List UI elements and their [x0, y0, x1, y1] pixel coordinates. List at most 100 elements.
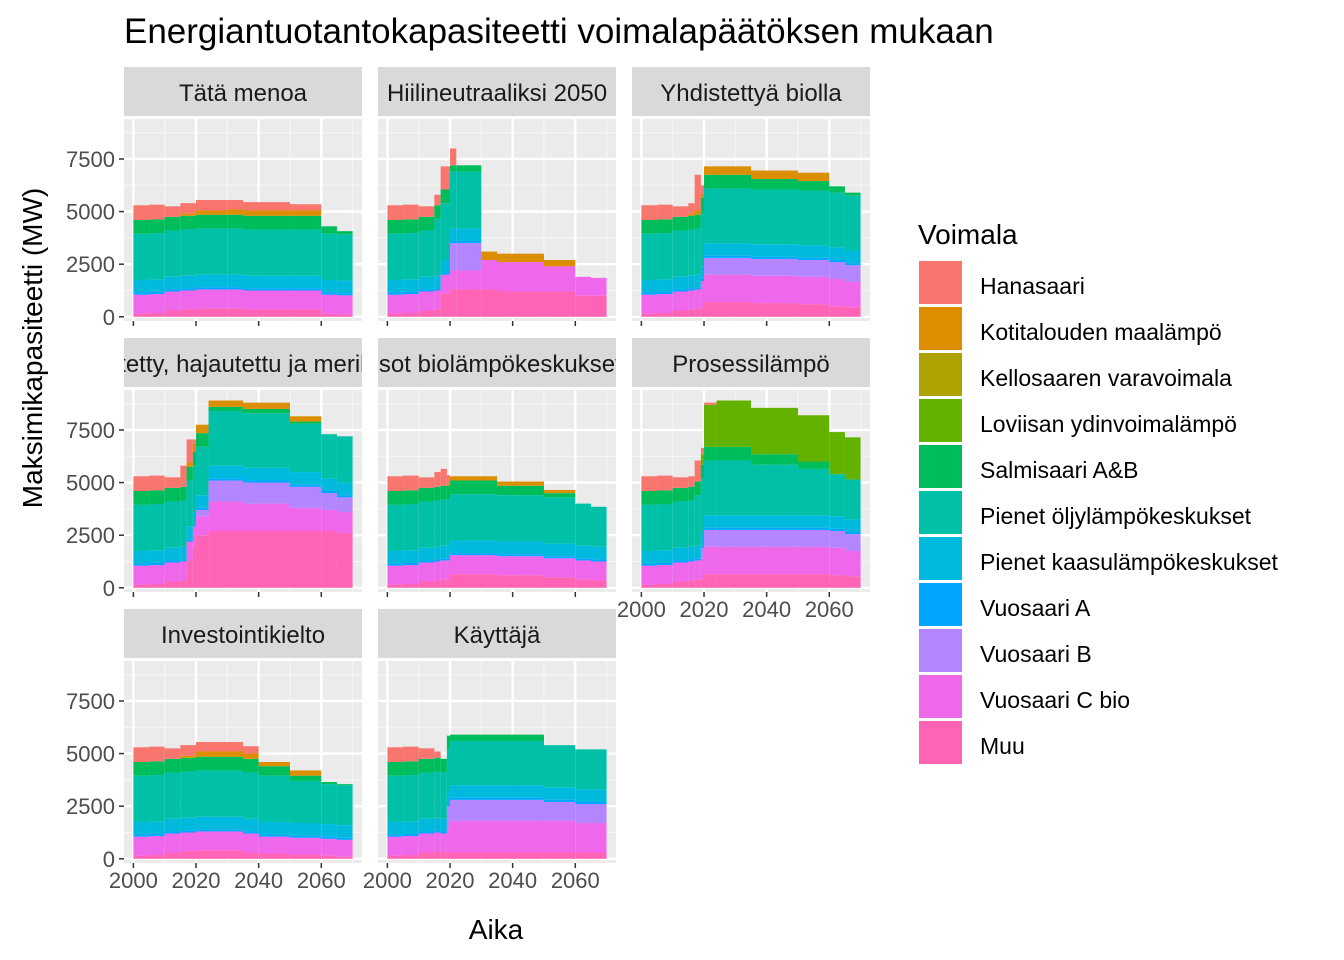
- area-segment: [336, 512, 353, 534]
- area-segment: [450, 799, 544, 821]
- area-segment: [700, 211, 705, 267]
- area-segment: [434, 559, 441, 562]
- area-segment: [700, 464, 705, 479]
- area-segment: [196, 816, 243, 830]
- area-segment: [403, 584, 419, 588]
- area-segment: [543, 259, 576, 267]
- area-segment: [208, 478, 243, 481]
- area-segment: [672, 477, 689, 488]
- area-segment: [641, 220, 658, 234]
- area-segment: [446, 499, 451, 546]
- area-segment: [149, 855, 165, 859]
- area-segment: [196, 535, 209, 588]
- area-segment: [700, 308, 705, 317]
- area-segment: [440, 485, 447, 500]
- area-segment: [227, 308, 243, 317]
- area-segment: [149, 550, 165, 563]
- area-segment: [387, 279, 404, 293]
- area-segment: [387, 294, 404, 314]
- area-segment: [192, 524, 197, 527]
- area-segment: [418, 831, 435, 834]
- chart-title: Energiantuotantokapasiteetti voimalapäät…: [124, 12, 994, 51]
- area-segment: [418, 748, 435, 759]
- area-segment: [289, 780, 322, 824]
- area-segment: [180, 288, 197, 291]
- area-segment: [844, 479, 861, 520]
- facet-title: Tätä menoa: [179, 80, 308, 107]
- area-segment: [208, 411, 243, 466]
- area-segment: [227, 274, 243, 288]
- area-segment: [196, 424, 209, 434]
- area-segment: [164, 477, 181, 488]
- area-segment: [418, 487, 435, 502]
- area-segment: [164, 487, 181, 502]
- x-tick-label: 2020: [172, 868, 221, 893]
- area-segment: [149, 294, 165, 314]
- x-tick-label: 2000: [109, 868, 158, 893]
- area-segment: [243, 831, 259, 834]
- legend-label: Loviisan ydinvoimalämpö: [980, 411, 1237, 437]
- area-segment: [688, 476, 695, 487]
- x-tick-label: 2040: [742, 597, 791, 622]
- area-segment: [321, 233, 337, 280]
- area-segment: [387, 476, 404, 491]
- area-segment: [321, 313, 337, 317]
- area-segment: [196, 742, 243, 752]
- area-segment: [844, 576, 861, 588]
- area-segment: [336, 785, 353, 826]
- area-segment: [688, 215, 695, 230]
- area-segment: [133, 220, 150, 234]
- area-segment: [797, 257, 830, 260]
- area-segment: [672, 562, 689, 582]
- area-segment: [440, 259, 451, 273]
- area-segment: [180, 500, 187, 547]
- area-segment: [657, 219, 673, 234]
- area-segment: [403, 761, 419, 776]
- area-segment: [336, 482, 353, 496]
- area-segment: [321, 493, 337, 510]
- y-tick-label: 7500: [66, 147, 115, 172]
- area-segment: [751, 256, 798, 259]
- area-segment: [844, 550, 861, 577]
- facet-title: Keskitetty, hajautettu ja merilämpö: [60, 351, 425, 378]
- legend-swatch: [919, 399, 962, 442]
- area-segment: [289, 507, 322, 531]
- area-segment: [180, 213, 197, 216]
- area-segment: [133, 279, 150, 293]
- area-segment: [543, 489, 576, 494]
- area-segment: [694, 579, 701, 588]
- area-segment: [243, 467, 290, 481]
- area-segment: [403, 836, 419, 856]
- area-segment: [149, 219, 165, 234]
- area-segment: [450, 171, 457, 229]
- x-tick-label: 2060: [805, 597, 854, 622]
- area-segment: [829, 530, 845, 548]
- area-segment: [180, 755, 197, 758]
- area-segment: [133, 834, 150, 837]
- area-segment: [590, 561, 607, 581]
- area-segment: [590, 295, 607, 317]
- area-segment: [456, 241, 482, 244]
- area-segment: [497, 554, 544, 557]
- area-segment: [590, 506, 607, 547]
- area-segment: [716, 446, 751, 461]
- area-segment: [450, 228, 457, 242]
- area-segment: [672, 487, 689, 502]
- area-segment: [192, 526, 197, 546]
- area-segment: [688, 561, 695, 581]
- area-segment: [387, 775, 404, 822]
- facet-panel: Hiilineutraaliksi 2050: [378, 67, 616, 326]
- area-segment: [434, 218, 441, 276]
- area-segment: [243, 402, 290, 409]
- area-segment: [694, 228, 701, 275]
- y-tick-label: 7500: [66, 418, 115, 443]
- area-segment: [289, 837, 322, 855]
- area-segment: [227, 289, 243, 309]
- area-segment: [844, 534, 861, 551]
- area-segment: [657, 279, 673, 292]
- area-segment: [694, 210, 701, 215]
- area-segment: [481, 251, 497, 260]
- area-segment: [196, 210, 228, 215]
- area-segment: [704, 529, 717, 547]
- area-segment: [387, 834, 404, 837]
